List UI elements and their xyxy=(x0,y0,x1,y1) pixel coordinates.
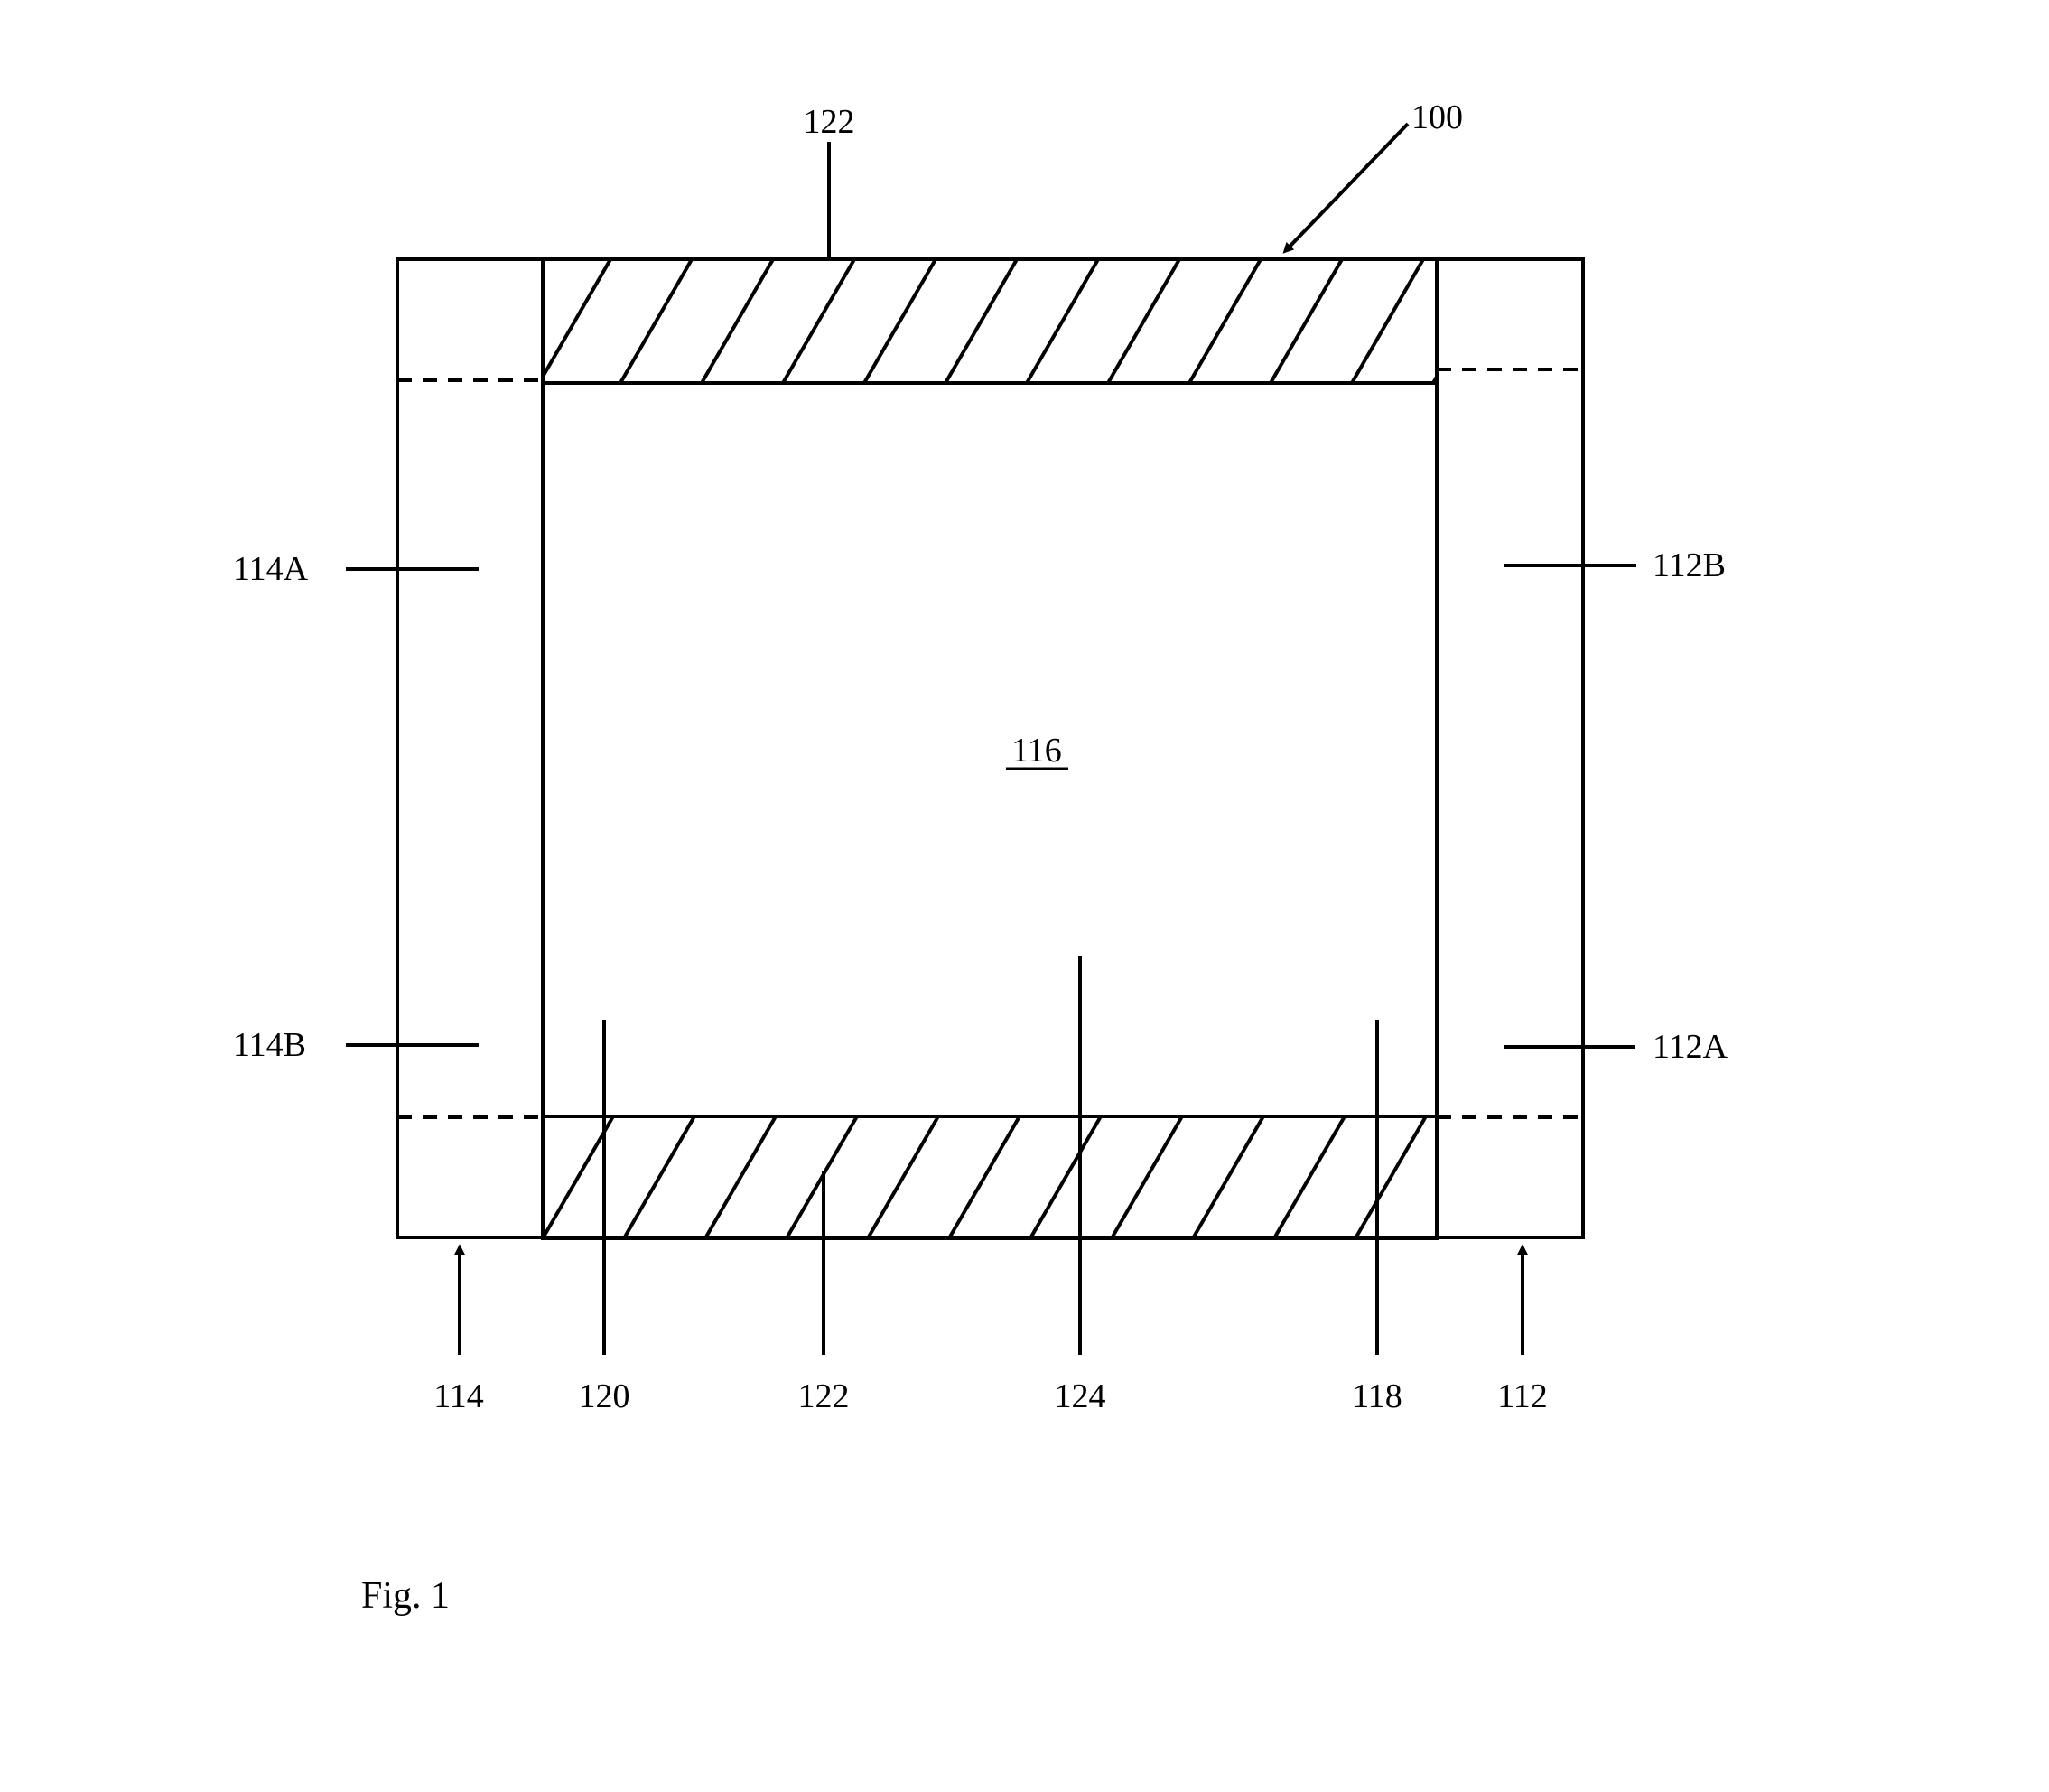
hatch-bottom-rect xyxy=(543,1116,1437,1238)
label-100: 100 xyxy=(1411,98,1463,136)
label-120: 120 xyxy=(579,1377,630,1415)
hatch-top-rect xyxy=(543,259,1437,383)
leader-100 xyxy=(1290,124,1408,247)
inner-rect xyxy=(543,259,1437,1237)
hatch-region-top xyxy=(295,0,2049,383)
label-114: 114 xyxy=(433,1377,484,1415)
label-114A: 114A xyxy=(233,550,309,588)
label-112: 112 xyxy=(1497,1377,1548,1415)
hatch-region-bottom xyxy=(299,202,2049,1238)
label-114B: 114B xyxy=(233,1026,306,1064)
figure-caption: Fig. 1 xyxy=(361,1575,450,1617)
outer-rect xyxy=(397,259,1583,1237)
label-118: 118 xyxy=(1352,1377,1402,1415)
label-112A: 112A xyxy=(1653,1028,1728,1066)
label-122-bottom: 122 xyxy=(798,1377,850,1415)
label-116: 116 xyxy=(1011,732,1062,770)
label-112B: 112B xyxy=(1653,546,1726,584)
label-124: 124 xyxy=(1055,1377,1106,1415)
label-122-top: 122 xyxy=(804,103,855,141)
